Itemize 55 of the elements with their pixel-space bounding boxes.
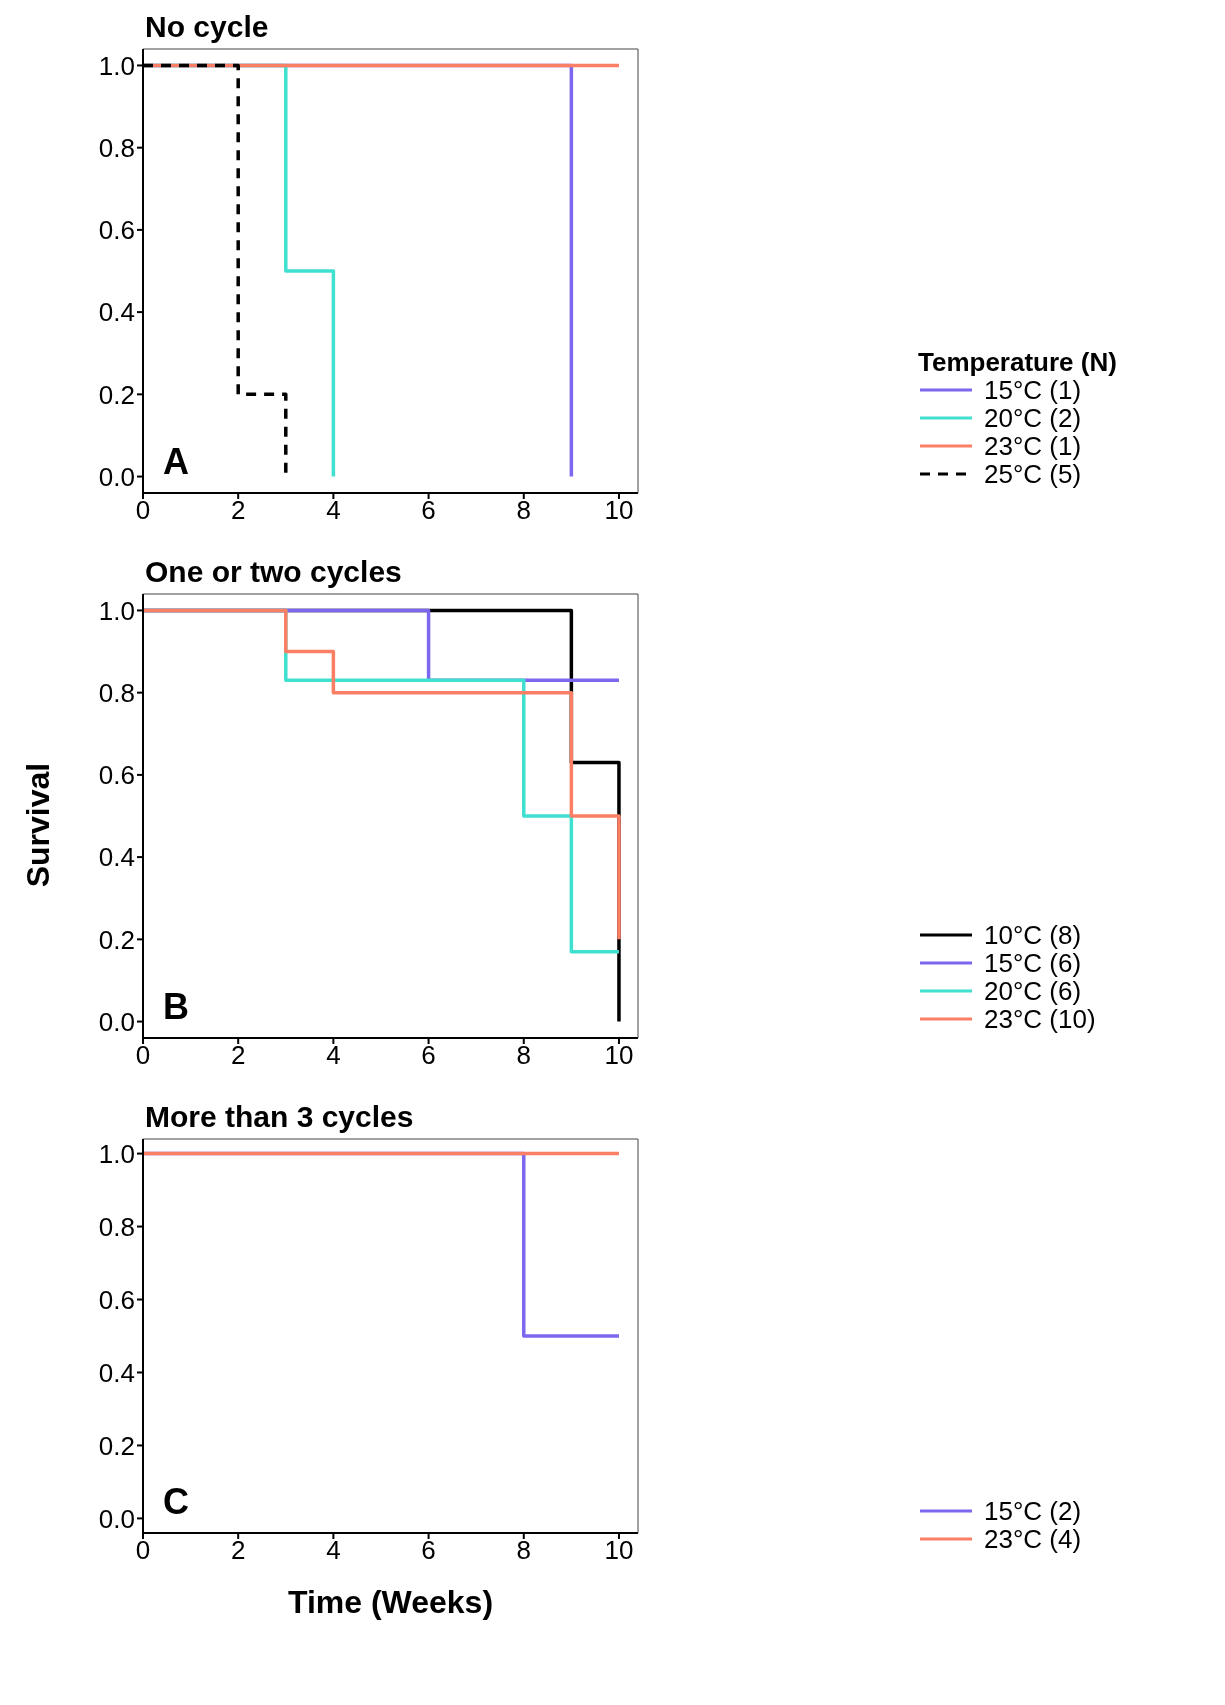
x-tick-label: 0 [135, 1040, 151, 1071]
x-tick-label: 6 [421, 1040, 436, 1071]
annotation: A [163, 441, 189, 483]
x-tick-label: 4 [326, 1535, 341, 1566]
y-tick-label: 0.6 [98, 215, 135, 246]
x-tick-label: 4 [326, 495, 341, 526]
x-tick-label: 6 [421, 1535, 436, 1566]
legend-label: 15°C (1) [984, 375, 1082, 405]
legend-label: 10°C (8) [984, 920, 1082, 950]
x-tick-label: 4 [326, 1040, 341, 1071]
x-axis-title: Time (Weeks) [287, 1584, 494, 1620]
y-tick-label: 0.2 [98, 924, 135, 955]
x-tick-label: 2 [230, 495, 246, 526]
legend-label: 20°C (2) [984, 403, 1082, 433]
y-tick-label: 0.6 [98, 760, 135, 791]
chart-title: No cycle [145, 10, 269, 44]
legend-label: 25°C (5) [984, 459, 1082, 489]
y-tick-label: 0.4 [98, 297, 135, 328]
x-tick-label: 2 [230, 1535, 246, 1566]
x-tick-label: 2 [230, 1040, 246, 1071]
y-tick-label: 0.4 [98, 1357, 135, 1388]
legend-label: 23°C (10) [984, 1004, 1096, 1034]
annotation: B [163, 986, 189, 1028]
y-axis-title: Survival [19, 761, 57, 889]
x-tick-label: 6 [421, 495, 436, 526]
legend-label: 20°C (6) [984, 976, 1082, 1006]
annotation: C [163, 1481, 189, 1523]
y-tick-label: 0.0 [98, 1006, 135, 1037]
y-tick-label: 0.8 [98, 1211, 135, 1242]
y-tick-label: 0.0 [98, 461, 135, 492]
x-tick-label: 8 [516, 495, 531, 526]
y-tick-label: 1.0 [98, 50, 135, 81]
legend-title: Temperature (N) [918, 347, 1118, 377]
y-tick-label: 0.6 [98, 1284, 135, 1315]
y-tick-label: 0.2 [98, 379, 135, 410]
y-tick-label: 0.0 [98, 1503, 135, 1534]
x-tick-label: 10 [604, 1535, 634, 1566]
legend-label: 15°C (6) [984, 948, 1082, 978]
y-tick-label: 0.4 [98, 842, 135, 873]
legend-label: 15°C (2) [984, 1496, 1082, 1526]
y-tick-label: 1.0 [98, 1138, 135, 1169]
x-tick-label: 0 [135, 495, 151, 526]
x-tick-label: 8 [516, 1040, 531, 1071]
x-tick-label: 10 [604, 495, 634, 526]
x-tick-label: 10 [604, 1040, 634, 1071]
legend-label: 23°C (4) [984, 1524, 1082, 1554]
x-tick-label: 8 [516, 1535, 531, 1566]
y-tick-label: 0.8 [98, 677, 135, 708]
x-tick-label: 0 [135, 1535, 151, 1566]
legend-label: 23°C (1) [984, 431, 1082, 461]
y-tick-label: 0.8 [98, 132, 135, 163]
chart-title: One or two cycles [145, 555, 402, 589]
y-tick-label: 0.2 [98, 1430, 135, 1461]
y-tick-label: 1.0 [98, 595, 135, 626]
chart-title: More than 3 cycles [145, 1100, 414, 1134]
